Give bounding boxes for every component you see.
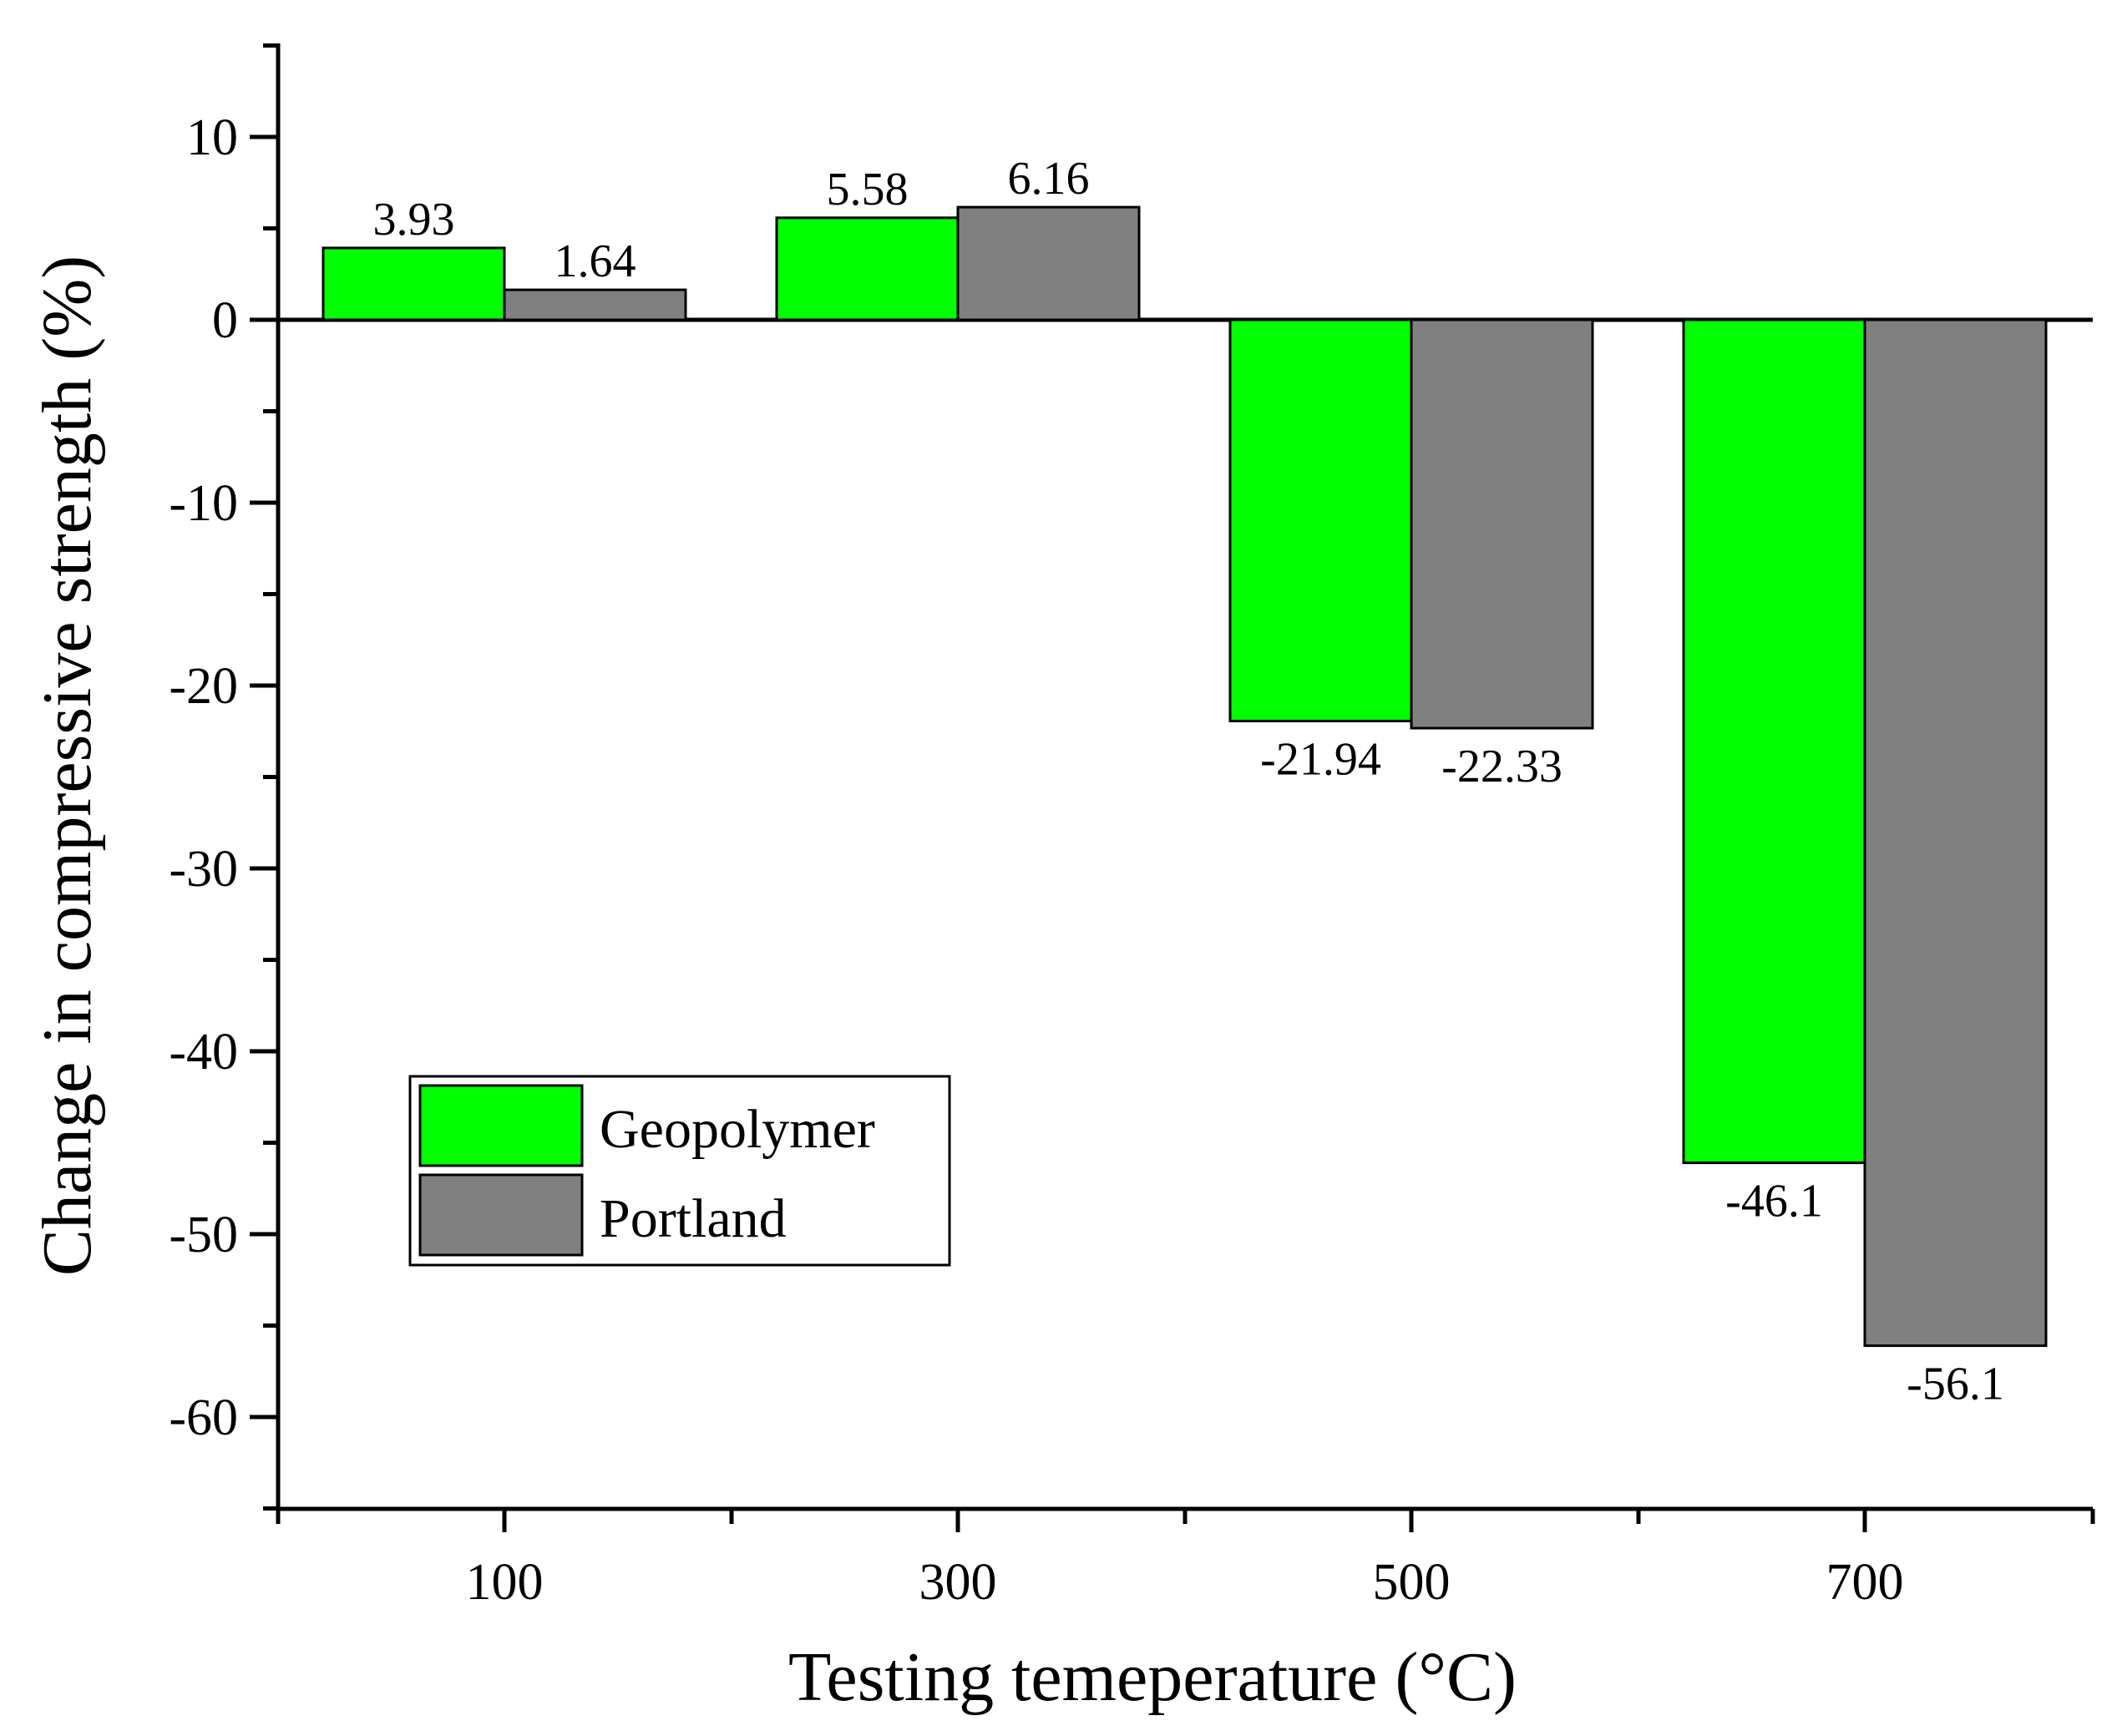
legend-swatch-portland (418, 1173, 584, 1257)
data-label-geopolymer-700: -46.1 (1725, 1176, 1823, 1227)
legend-label-geopolymer: Geopolymer (600, 1099, 875, 1160)
y-tick-label: -50 (169, 1207, 238, 1263)
bar-geopolymer-300 (775, 216, 960, 321)
y-tick-label: -20 (169, 658, 238, 715)
x-axis-ticks: 100 300 500 700 (276, 1509, 2095, 1611)
data-label-portland-300: 6.16 (1008, 153, 1090, 205)
x-tick-label: 100 (466, 1554, 544, 1611)
legend: Geopolymer Portland (408, 1075, 951, 1267)
data-label-geopolymer-100: 3.93 (373, 194, 455, 245)
data-label-portland-100: 1.64 (555, 235, 636, 287)
y-tick-label: -30 (169, 841, 238, 898)
y-axis-ticks: 10 0 -10 -20 -30 -40 -50 -60 (169, 43, 278, 1511)
bar-portland-300 (956, 205, 1141, 321)
data-label-portland-500: -22.33 (1441, 741, 1562, 792)
data-label-portland-700: -56.1 (1907, 1359, 2004, 1410)
x-axis-title: Testing temeperature (°C) (788, 1638, 1517, 1716)
x-tick-label: 300 (919, 1554, 997, 1611)
bar-portland-500 (1410, 318, 1594, 730)
y-tick-label: 10 (186, 109, 238, 166)
y-tick-label: 0 (212, 292, 238, 349)
bar-geopolymer-700 (1682, 318, 1866, 1165)
y-axis-title: Change in compressive strength (%) (28, 256, 106, 1276)
bar-portland-100 (503, 288, 687, 321)
bar-geopolymer-500 (1228, 318, 1413, 722)
x-tick-label: 500 (1373, 1554, 1451, 1611)
data-label-geopolymer-500: -21.94 (1260, 733, 1381, 785)
data-label-geopolymer-300: 5.58 (827, 164, 909, 215)
bar-data-labels: 3.93 5.58 -21.94 -46.1 1.64 6.16 -22.33 -56.1 (373, 153, 2004, 1410)
bar-portland-700 (1863, 318, 2048, 1348)
y-tick-label: -10 (169, 475, 238, 532)
bar-geopolymer-100 (322, 246, 506, 321)
legend-swatch-geopolymer (418, 1084, 584, 1167)
y-tick-label: -40 (169, 1024, 238, 1081)
y-tick-label: -60 (169, 1389, 238, 1446)
legend-label-portland: Portland (600, 1188, 787, 1249)
x-tick-label: 700 (1826, 1554, 1904, 1611)
bars (322, 205, 2048, 1348)
